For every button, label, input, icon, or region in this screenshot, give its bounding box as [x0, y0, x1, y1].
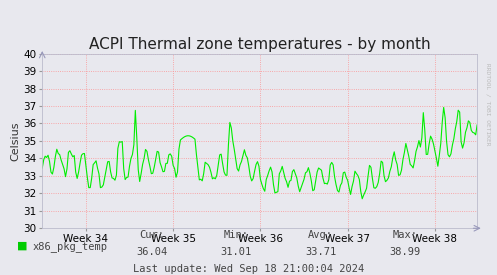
Text: 31.01: 31.01 — [221, 247, 251, 257]
Text: 33.71: 33.71 — [305, 247, 336, 257]
Text: Last update: Wed Sep 18 21:00:04 2024: Last update: Wed Sep 18 21:00:04 2024 — [133, 264, 364, 274]
Text: x86_pkg_temp: x86_pkg_temp — [32, 241, 107, 252]
Text: ■: ■ — [17, 241, 28, 251]
Text: Max:: Max: — [393, 230, 417, 240]
Title: ACPI Thermal zone temperatures - by month: ACPI Thermal zone temperatures - by mont… — [89, 37, 430, 53]
Text: Avg:: Avg: — [308, 230, 333, 240]
Text: Min:: Min: — [224, 230, 248, 240]
Y-axis label: Celsius: Celsius — [10, 121, 21, 161]
Text: Cur:: Cur: — [139, 230, 164, 240]
Text: 36.04: 36.04 — [136, 247, 167, 257]
Text: 38.99: 38.99 — [390, 247, 420, 257]
Text: RRDTOOL / TOBI OETIKER: RRDTOOL / TOBI OETIKER — [486, 63, 491, 146]
